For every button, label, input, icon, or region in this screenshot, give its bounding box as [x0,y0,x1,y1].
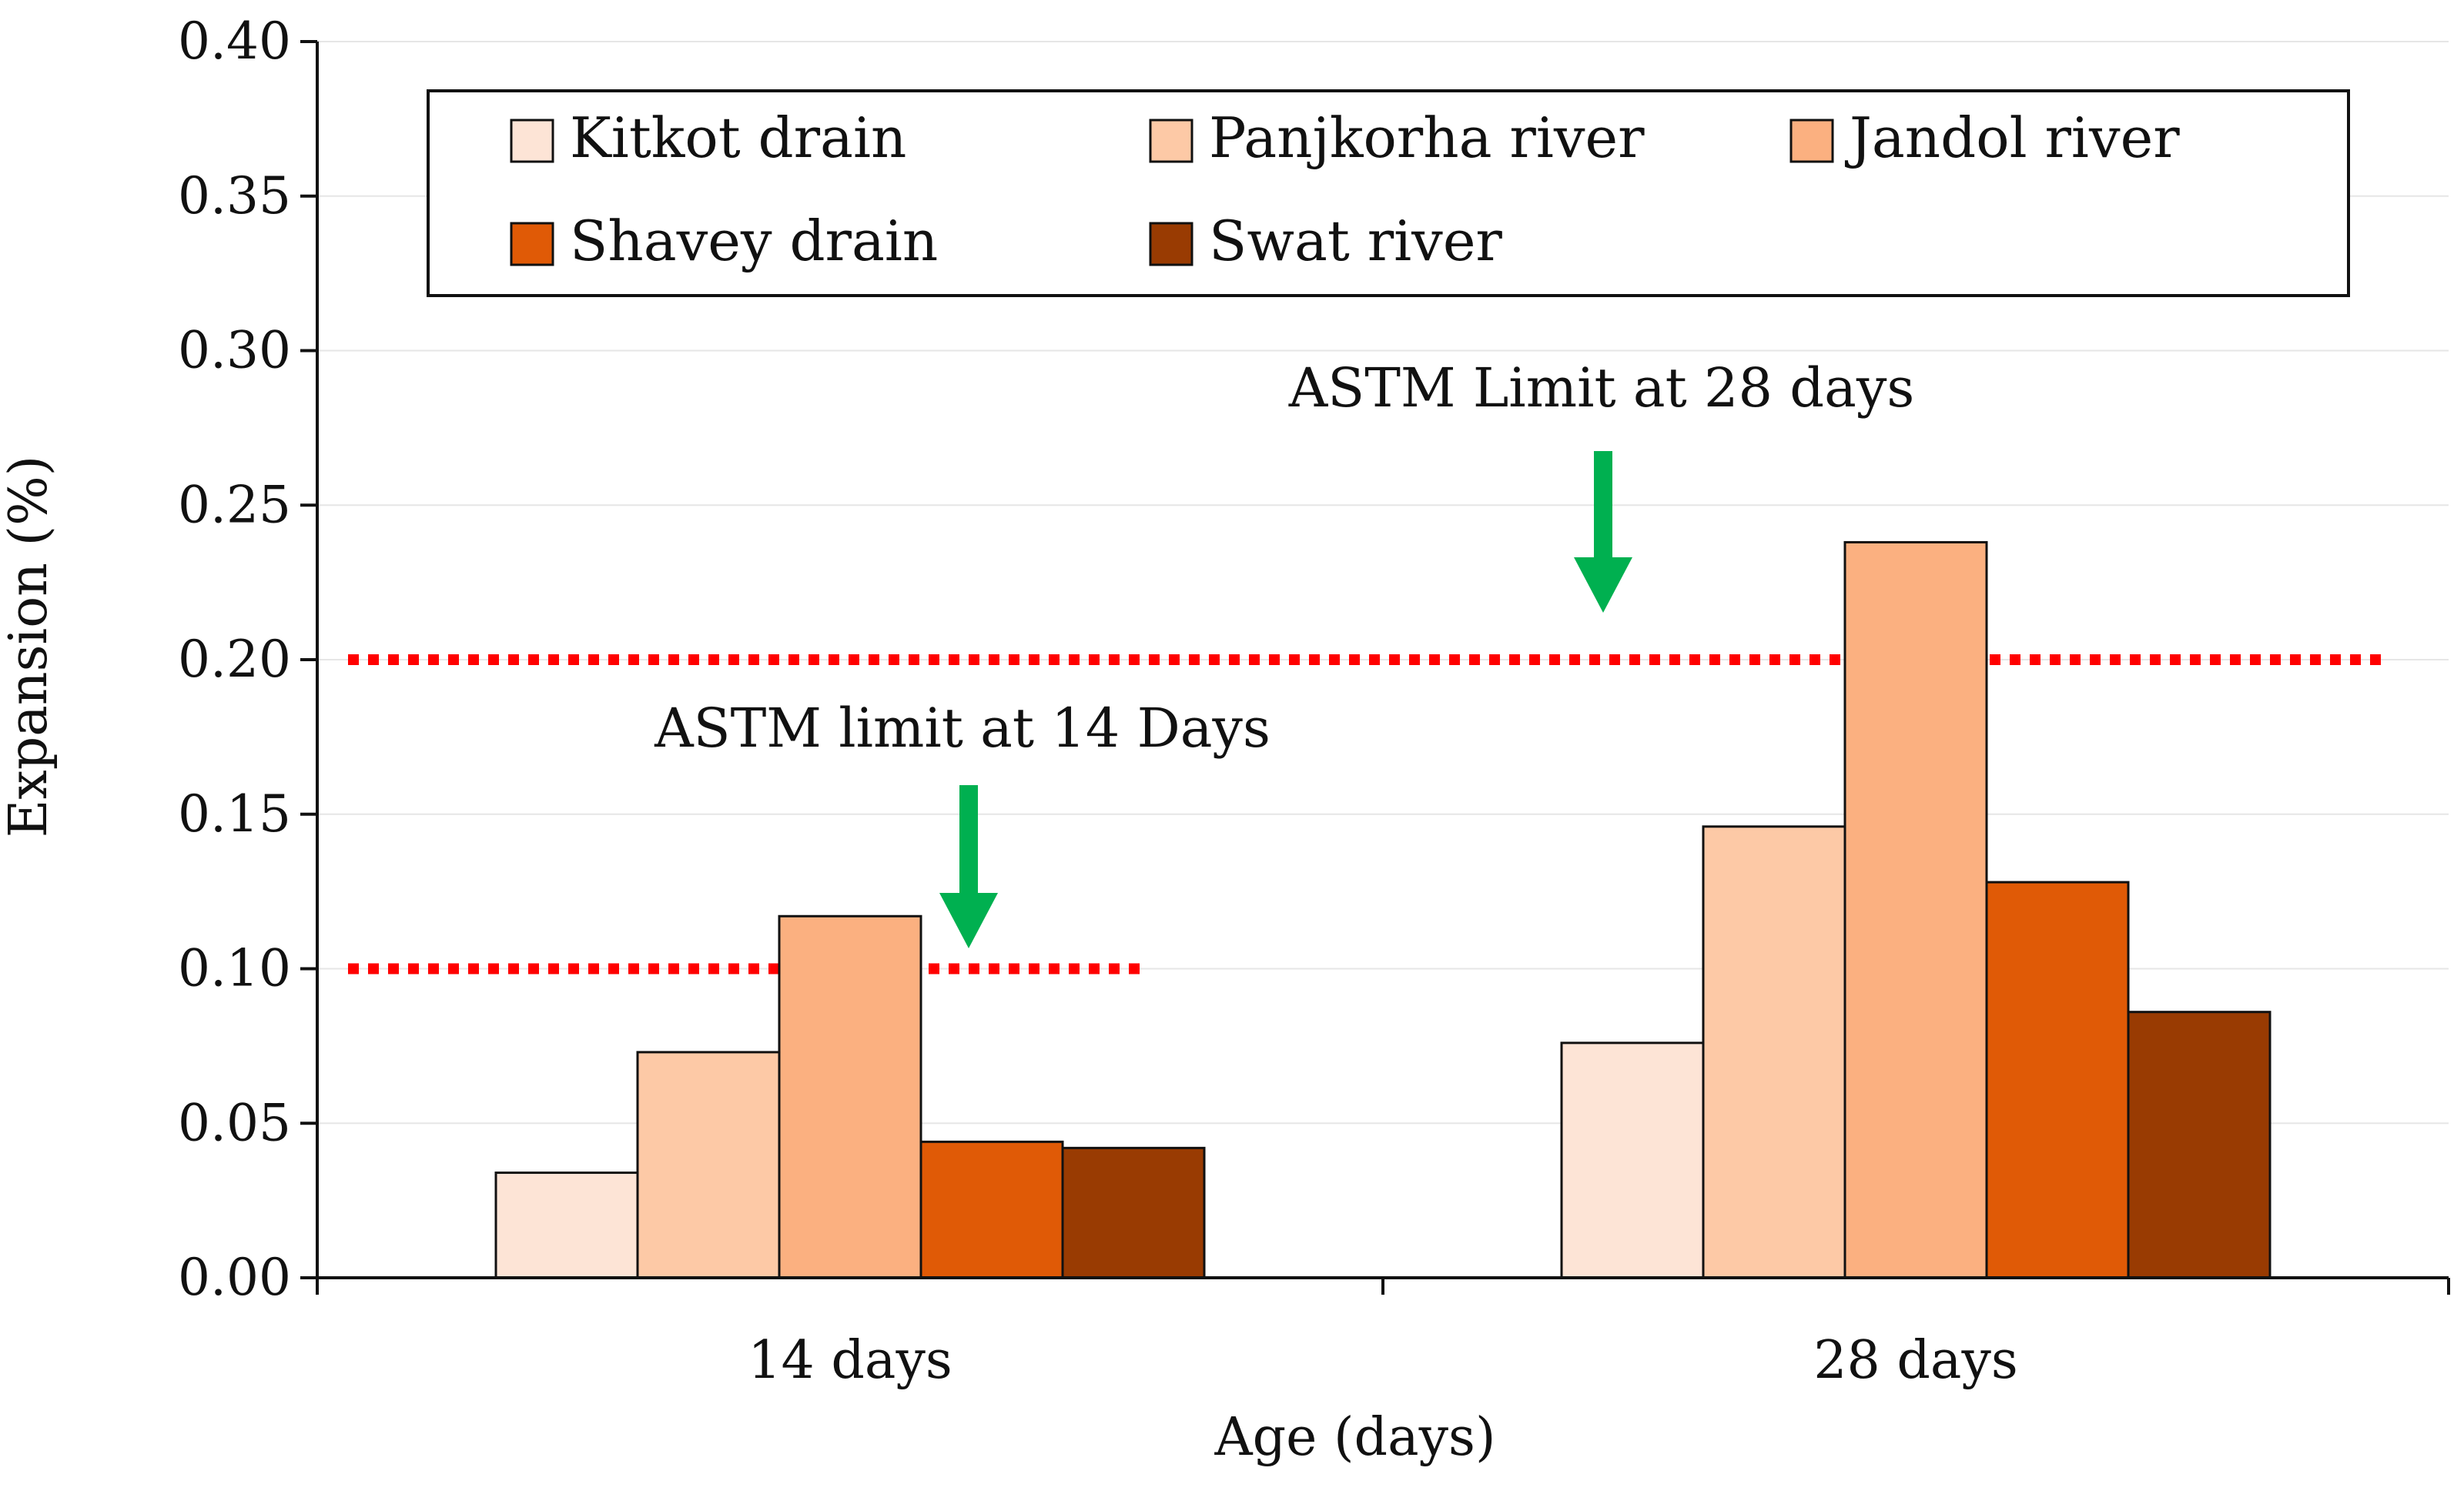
legend-label: Panjkorha river [1209,105,1645,170]
astm-limit-annotation: ASTM limit at 14 Days [654,697,1270,760]
annotations: ASTM limit at 14 Days ASTM Limit at 28 da… [654,356,1914,948]
legend-label: Swat river [1209,209,1502,273]
limit-lines [348,654,2387,974]
bar-jandol-river [1843,540,1988,1279]
arrow-head-icon [1574,557,1632,613]
bar-shavey-drain [919,1140,1064,1279]
arrow-down-icon [959,785,978,893]
x-tick-label: 14 days [748,1330,952,1391]
legend-label: Kitkot drain [570,105,906,170]
legend-label: Jandol river [1844,105,2180,170]
y-tick-label: 0.10 [178,939,291,998]
y-tick-label: 0.00 [178,1248,291,1307]
y-tick-label: 0.30 [178,321,291,380]
bar-shavey-drain [1985,881,2130,1279]
legend-swatch [1149,119,1194,163]
axes: 0.00 0.05 0.10 0.15 0.20 0.25 0.30 0.35 0.40 14 d… [178,12,2450,1391]
bars [494,540,2272,1279]
y-tick-label: 0.20 [178,630,291,689]
legend-swatch [1789,119,1834,163]
y-tick-label: 0.05 [178,1093,291,1152]
y-tick-label: 0.15 [178,784,291,844]
legend-swatch [1149,222,1194,266]
arrow-head-icon [939,893,998,948]
legend-swatch [510,222,554,266]
x-tick-label: 28 days [1813,1330,2018,1391]
bar-jandol-river [778,914,922,1279]
bar-panjkorha-river [636,1051,781,1279]
y-tick-label: 0.40 [178,12,291,71]
y-axis-label: Expansion (%) [0,456,59,838]
bar-panjkorha-river [1702,825,1846,1279]
bar-kitkot-drain [494,1171,639,1279]
legend: Kitkot drain Panjkorha river Jandol river S… [427,89,2350,297]
legend-swatch [510,119,554,163]
legend-label: Shavey drain [570,209,938,273]
y-tick-label: 0.35 [178,166,291,226]
legend-box [427,89,2350,297]
y-tick-label: 0.25 [178,475,291,534]
bar-swat-river [1061,1146,1206,1279]
astm-limit-annotation: ASTM Limit at 28 days [1288,356,1915,420]
bar-kitkot-drain [1560,1041,1705,1279]
x-axis-label: Age (days) [1214,1407,1496,1468]
arrow-down-icon [1594,451,1612,557]
bar-swat-river [2127,1011,2272,1279]
